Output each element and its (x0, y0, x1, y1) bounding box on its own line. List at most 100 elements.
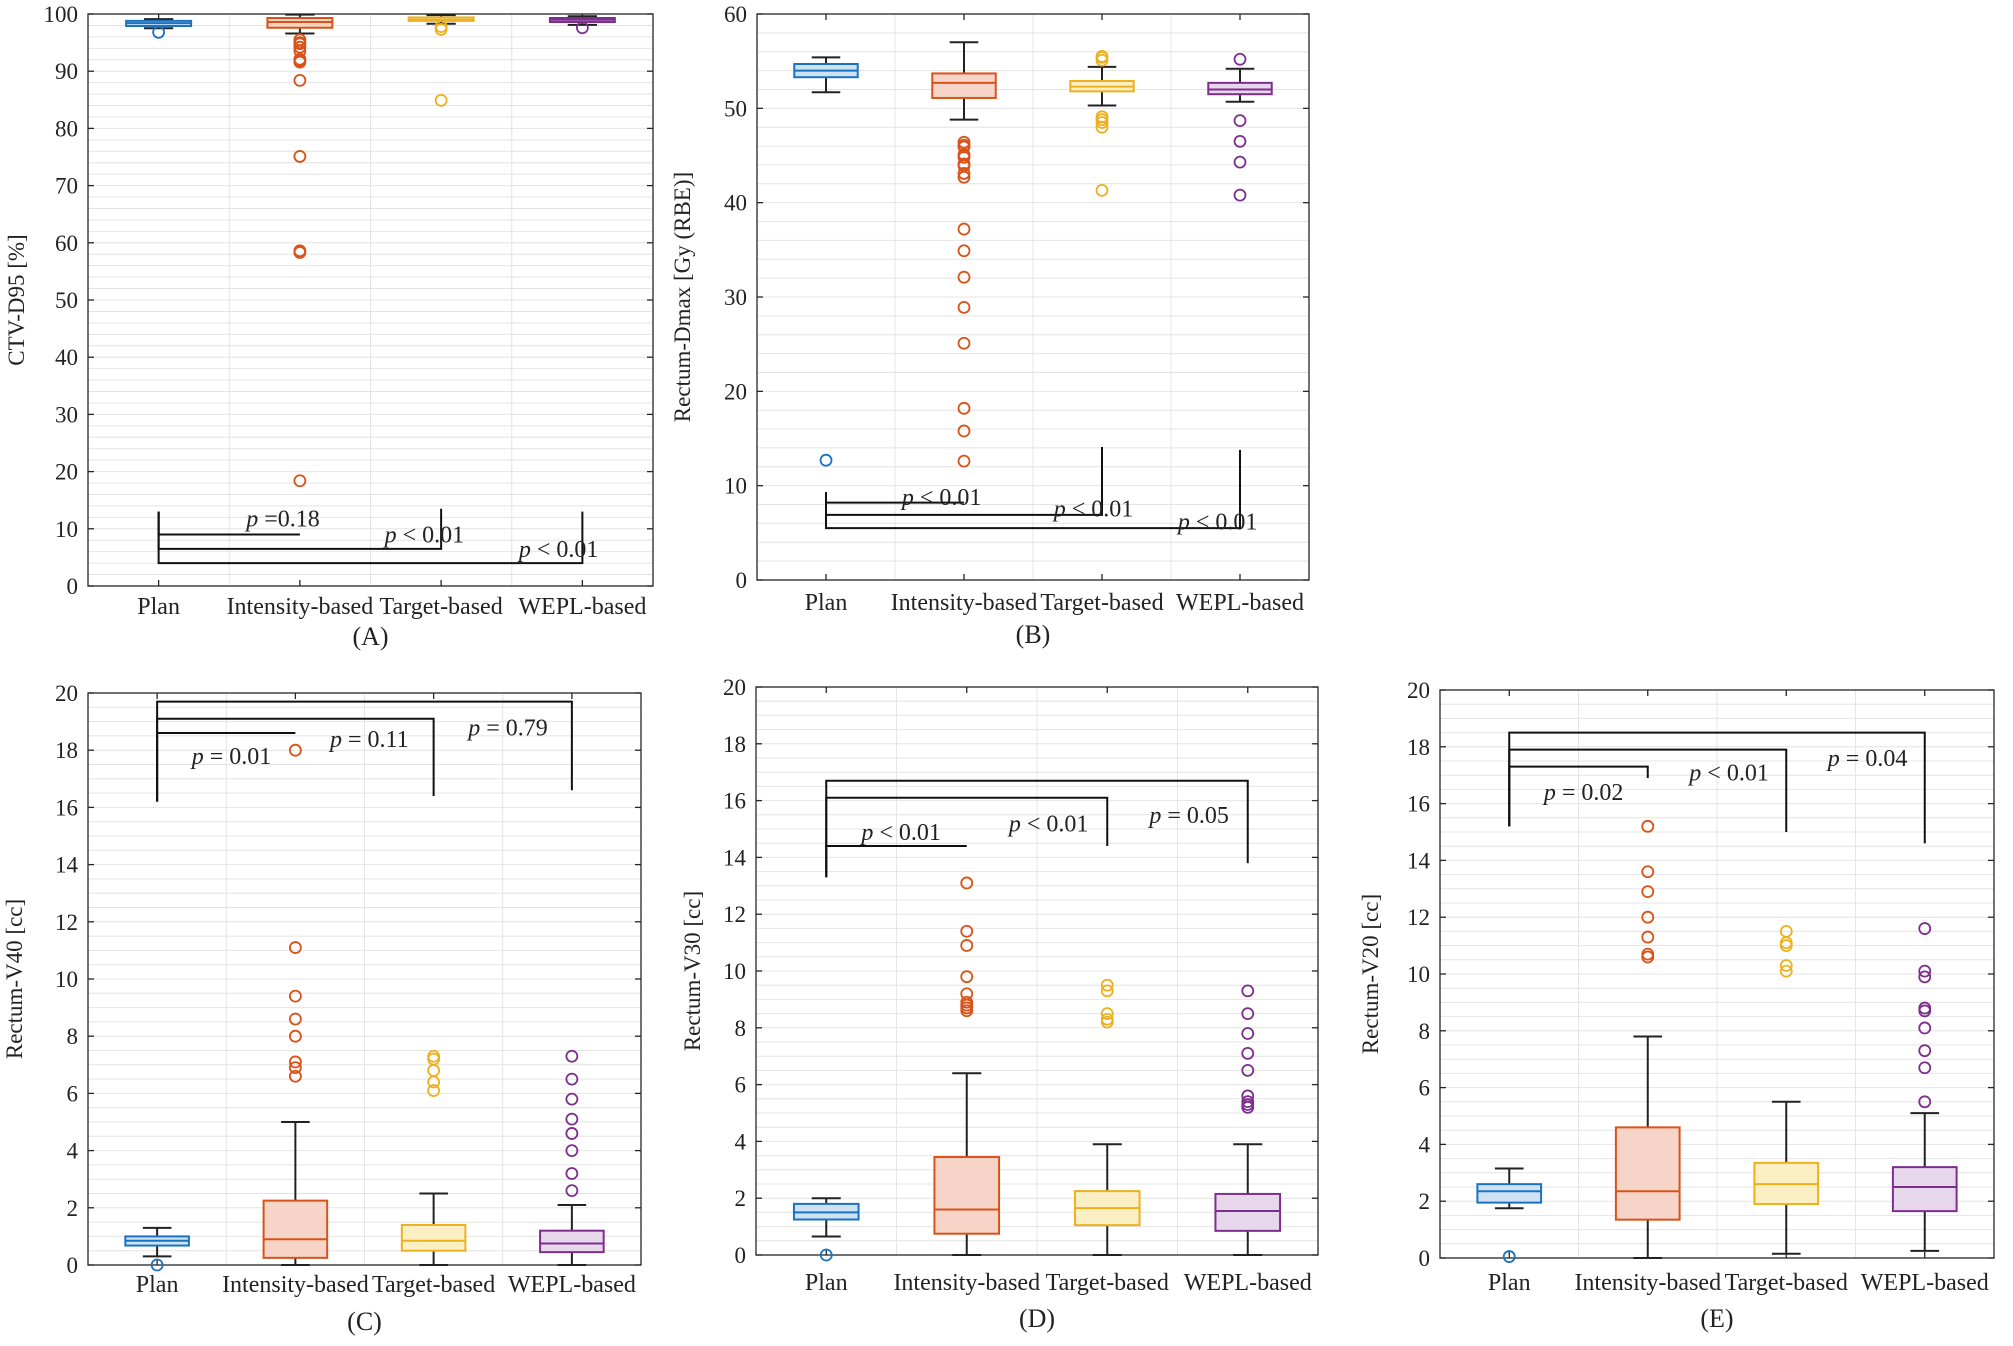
y-tick-label: 0 (1419, 1246, 1431, 1271)
y-axis-label: CTV-D95 [%] (4, 234, 29, 365)
y-axis-label: Rectum-Dmax [Gy (RBE)] (670, 172, 695, 422)
x-tick-label: Plan (805, 590, 848, 616)
p-value-text: < 0.01 (914, 485, 982, 511)
y-tick-label: 12 (1407, 905, 1430, 930)
box-plan (793, 56, 859, 467)
p-value-label: p = 0.04 (1826, 746, 1908, 772)
outlier-point (960, 876, 974, 890)
panel-d: 0 2 4 6 8 10 12 14 16 18 20 Plan Intensity-based Targ… (680, 675, 1319, 1333)
p-value-label: p < 0.01 (1176, 510, 1258, 536)
panel-label: (E) (1700, 1304, 1733, 1333)
outlier-point (293, 474, 307, 488)
y-tick-label: 0 (67, 574, 79, 599)
y-tick-label: 90 (55, 59, 78, 84)
outlier-point (1641, 950, 1655, 964)
box-target (400, 1049, 467, 1266)
outlier-point (957, 170, 971, 184)
p-value-label: p < 0.01 (859, 820, 941, 846)
significance-bracket: p = 0.05 (825, 779, 1249, 878)
outlier-point (427, 1075, 441, 1089)
p-symbol: p (1826, 746, 1840, 772)
y-tick-label: 18 (55, 738, 78, 763)
y-axis-label: Rectum-V30 [cc] (680, 891, 705, 1051)
outlier-point (1779, 959, 1793, 972)
outlier-point (1918, 1044, 1932, 1058)
box-wepl (1207, 52, 1273, 202)
p-value-text: =0.18 (258, 507, 320, 533)
y-axis-label: Rectum-V20 [cc] (1358, 894, 1383, 1054)
outlier-point (1233, 155, 1247, 169)
p-symbol: p (900, 485, 914, 511)
p-symbol: p (1052, 496, 1066, 522)
significance-bracket: p < 0.01 (825, 449, 1258, 536)
outlier-point (565, 1092, 579, 1106)
x-tick-label: Target-based (1046, 1270, 1169, 1296)
bracket-line (156, 700, 573, 802)
y-tick-label: 20 (55, 681, 78, 706)
y-tick-label: 20 (1407, 678, 1430, 703)
outlier-point (957, 300, 971, 314)
panel-c: 0 2 4 6 8 10 12 14 16 18 20 Plan Intensity-based Targ… (2, 681, 642, 1336)
p-value-text: = 0.04 (1840, 746, 1908, 772)
outlier-point (427, 1064, 441, 1077)
box-target (1069, 50, 1135, 197)
outlier-point (1779, 939, 1793, 952)
y-tick-label: 12 (55, 910, 78, 935)
outlier-point (1100, 978, 1114, 992)
outlier-point (1095, 53, 1109, 67)
y-tick-label: 20 (724, 379, 747, 404)
p-symbol: p (1176, 510, 1190, 536)
y-tick-label: 6 (67, 1081, 79, 1106)
y-tick-label: 6 (735, 1073, 747, 1098)
significance-bracket: p = 0.02 (1508, 765, 1649, 827)
outlier-point (288, 989, 302, 1003)
box-wepl (539, 1049, 605, 1266)
x-tick-label: Intensity-based (891, 590, 1038, 616)
outlier-point (957, 270, 971, 284)
significance-bracket: p < 0.01 (157, 511, 598, 565)
y-tick-label: 10 (55, 967, 78, 992)
p-value-text: < 0.01 (1066, 496, 1134, 522)
y-tick-label: 18 (723, 732, 746, 757)
outlier-point (1241, 1007, 1255, 1020)
y-tick-label: 40 (55, 345, 78, 370)
panel-label: (A) (352, 622, 388, 651)
outlier-point (957, 336, 971, 350)
y-tick-label: 2 (735, 1186, 747, 1211)
x-tick-label: Intensity-based (222, 1272, 369, 1298)
y-tick-label: 2 (1419, 1189, 1431, 1214)
y-tick-label: 16 (723, 789, 746, 814)
p-value-text: < 0.01 (873, 820, 941, 846)
significance-bracket: p < 0.01 (825, 485, 982, 511)
outlier-point (1241, 984, 1255, 998)
p-value-label: p = 0.79 (466, 715, 548, 741)
outlier-point (1918, 1061, 1932, 1075)
p-value-text: = 0.11 (342, 727, 409, 753)
x-tick-label: Plan (805, 1270, 848, 1296)
p-symbol: p (1007, 811, 1021, 837)
outlier-point (960, 939, 974, 952)
p-value-label: p < 0.01 (1052, 496, 1134, 522)
y-tick-label: 2 (67, 1196, 79, 1221)
box-wepl (1891, 922, 1958, 1252)
outlier-point (427, 1084, 441, 1097)
box-intensity (266, 13, 334, 488)
box-plan (125, 18, 193, 39)
outlier-point (565, 1112, 579, 1126)
outlier-point (1233, 52, 1247, 66)
box-iqr (262, 1199, 329, 1259)
y-tick-label: 0 (736, 568, 748, 593)
outlier-point (288, 1061, 302, 1075)
outlier-point (957, 244, 971, 258)
significance-bracket: p < 0.01 (825, 446, 1134, 522)
outlier-point (152, 25, 166, 39)
panel-b: 0 10 20 30 40 50 60 Plan Intensity-based Target-b… (670, 2, 1310, 649)
y-tick-label: 100 (44, 2, 79, 27)
outlier-point (1641, 819, 1655, 833)
outlier-point (288, 1012, 302, 1026)
x-tick-label: Plan (1488, 1270, 1531, 1296)
y-tick-label: 50 (724, 96, 747, 121)
y-tick-label: 12 (723, 902, 746, 927)
p-value-text: < 0.01 (1701, 760, 1769, 786)
